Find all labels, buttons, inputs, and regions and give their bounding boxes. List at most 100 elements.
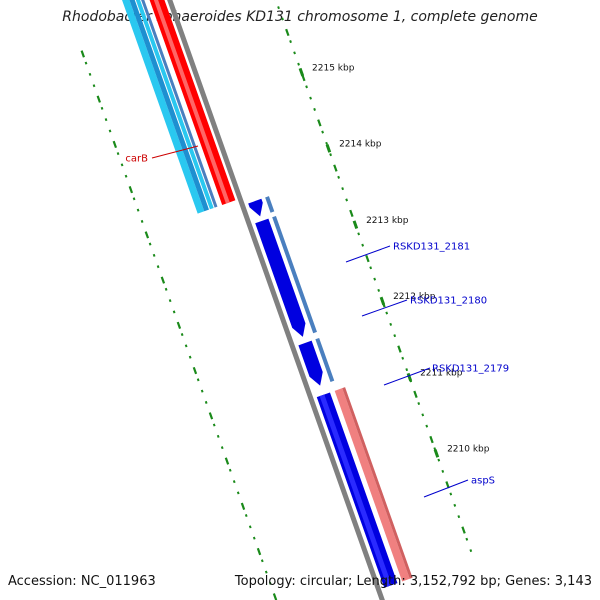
tick-mark bbox=[377, 288, 381, 292]
backbone-track bbox=[167, 0, 385, 600]
label-leader-line bbox=[423, 479, 469, 498]
tick-mark bbox=[92, 84, 96, 88]
gene-label-rskd131-2181[interactable]: RSKD131_2181 bbox=[393, 242, 470, 253]
tick-major bbox=[298, 67, 305, 77]
tick-mark bbox=[112, 140, 118, 149]
carB-cds-highlight bbox=[153, 0, 230, 204]
tick-mark bbox=[457, 515, 461, 519]
tick-mark bbox=[84, 61, 88, 65]
tick-mark bbox=[453, 503, 457, 507]
tick-mark bbox=[152, 253, 156, 257]
tick-mark bbox=[108, 129, 112, 133]
tick-mark bbox=[120, 163, 124, 167]
tick-mark bbox=[144, 231, 150, 239]
tick-mark bbox=[156, 265, 160, 269]
tick-mark bbox=[176, 321, 182, 330]
tick-mark bbox=[413, 390, 418, 399]
tick-mark bbox=[345, 198, 349, 202]
rskd131-2179-gene-band bbox=[315, 337, 335, 383]
tick-mark bbox=[321, 130, 324, 134]
tick-mark bbox=[272, 593, 278, 600]
rskd131-2180-gene-band bbox=[272, 215, 317, 334]
tick-mark bbox=[260, 559, 264, 563]
tick-label: 2213 kbp bbox=[366, 216, 409, 226]
rskd131-2181-cds bbox=[248, 198, 263, 217]
tick-mark bbox=[433, 447, 437, 451]
tick-mark bbox=[429, 435, 434, 444]
aspS-gene-edge bbox=[342, 387, 413, 579]
tick-mark bbox=[252, 536, 256, 540]
backbone-line bbox=[167, 0, 385, 600]
tick-mark bbox=[160, 276, 166, 284]
tick-mark bbox=[224, 457, 230, 465]
tick-mark bbox=[200, 389, 204, 393]
tick-mark bbox=[337, 175, 340, 179]
gene-label-rskd131-2180[interactable]: RSKD131_2180 bbox=[410, 296, 487, 307]
tick-mark bbox=[305, 85, 308, 89]
tick-mark bbox=[80, 50, 85, 58]
tick-label: 2215 kbp bbox=[312, 63, 355, 73]
tick-mark bbox=[216, 434, 220, 438]
tick-mark bbox=[184, 344, 188, 348]
tick-major bbox=[379, 296, 386, 306]
tick-major bbox=[352, 220, 359, 229]
tick-mark bbox=[140, 219, 144, 223]
tick-mark bbox=[88, 72, 92, 76]
tick-mark bbox=[313, 107, 316, 111]
gene-label-carb[interactable]: carB bbox=[125, 154, 148, 165]
tick-mark bbox=[365, 254, 370, 263]
tick-mark bbox=[341, 187, 344, 191]
tick-mark bbox=[437, 458, 441, 462]
tick-mark bbox=[465, 537, 469, 541]
tick-major bbox=[433, 449, 440, 458]
label-leader-line bbox=[361, 299, 408, 317]
genome-stats-text: Topology: circular; Length: 3,152,792 bp… bbox=[234, 574, 592, 589]
tick-mark bbox=[124, 174, 128, 178]
tick-mark bbox=[357, 232, 361, 236]
tick-mark bbox=[361, 243, 365, 247]
tick-mark bbox=[441, 469, 445, 473]
tick-mark bbox=[136, 208, 140, 212]
tick-mark bbox=[208, 412, 214, 420]
tick-mark bbox=[148, 242, 152, 246]
tick-mark bbox=[417, 402, 421, 406]
tick-mark bbox=[401, 356, 405, 360]
tick-mark bbox=[277, 6, 280, 10]
tick-label: 2210 kbp bbox=[447, 445, 490, 455]
tick-mark bbox=[268, 581, 272, 585]
tick-mark bbox=[236, 491, 240, 495]
label-leader-line bbox=[383, 367, 431, 386]
tick-label: 2214 kbp bbox=[339, 140, 382, 150]
rskd131-2179-cds bbox=[298, 340, 323, 386]
tick-mark bbox=[240, 502, 246, 511]
tick-mark bbox=[309, 96, 312, 100]
tick-mark bbox=[393, 334, 397, 338]
tick-mark bbox=[405, 368, 409, 372]
tick-mark bbox=[329, 153, 332, 157]
tick-mark bbox=[264, 570, 268, 574]
gene-label-asps[interactable]: aspS bbox=[471, 476, 495, 487]
aspS-gene-band bbox=[334, 388, 410, 582]
gene-features bbox=[122, 0, 413, 588]
tick-mark bbox=[204, 400, 208, 404]
tick-mark bbox=[164, 287, 168, 291]
tick-mark bbox=[212, 423, 216, 427]
carB-ring-light-inner bbox=[135, 0, 214, 210]
tick-mark bbox=[469, 549, 473, 553]
accession-text: Accession: NC_011963 bbox=[8, 574, 156, 589]
tick-mark bbox=[168, 299, 172, 303]
tick-mark bbox=[192, 366, 198, 375]
map-title: Rhodobacter sphaeroides KD131 chromosome… bbox=[62, 9, 538, 25]
tick-mark bbox=[96, 95, 101, 103]
tick-mark bbox=[449, 492, 453, 496]
tick-mark bbox=[289, 40, 292, 44]
tick-mark bbox=[297, 62, 300, 66]
tick-mark bbox=[373, 277, 377, 281]
tick-mark bbox=[128, 185, 134, 194]
gene-label-rskd131-2179[interactable]: RSKD131_2179 bbox=[432, 364, 509, 375]
tick-mark bbox=[369, 266, 373, 270]
gene-labels: carB RSKD131_2181 RSKD131_2180 RSKD131_2179… bbox=[125, 145, 509, 498]
carB-ring-gene bbox=[141, 0, 218, 208]
